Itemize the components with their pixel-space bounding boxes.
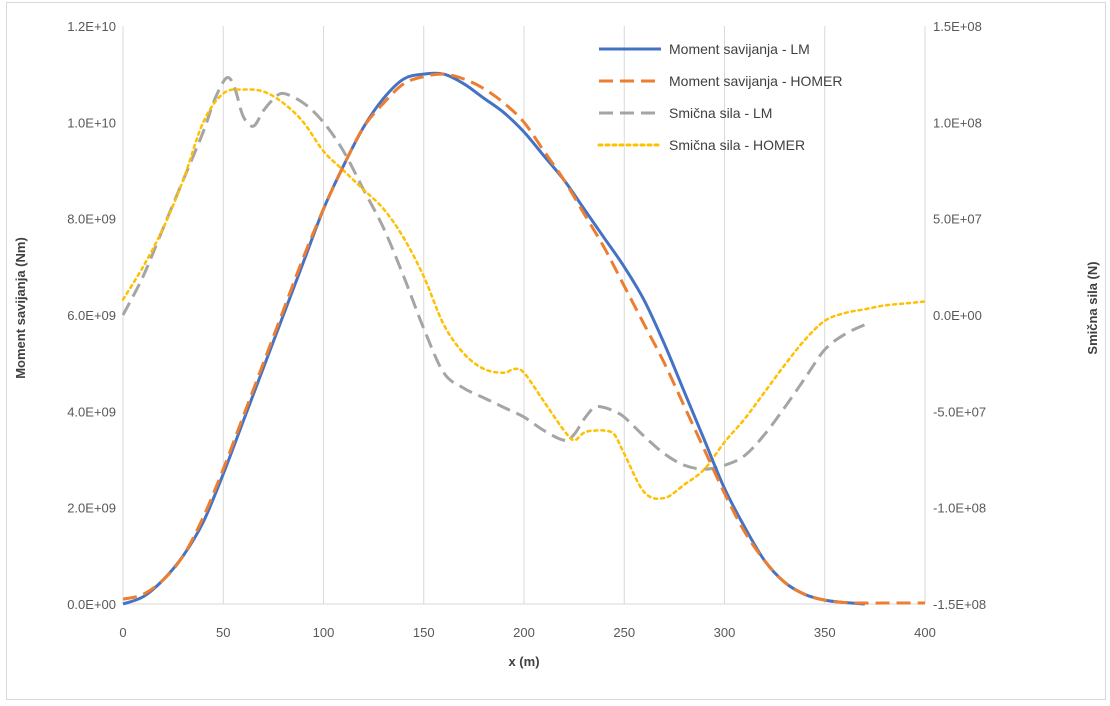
x-axis-title: x (m)	[508, 654, 539, 669]
y2-tick-label: 5.0E+07	[933, 212, 982, 227]
y2-tick-label: -1.5E+08	[933, 597, 986, 612]
x-tick-label: 250	[613, 625, 635, 640]
chart-svg: 0 50 100 150 200 250 300 350 400 0.0E+00 2.0E+09 4.…	[13, 19, 1100, 669]
y-tick-label: 4.0E+09	[67, 404, 116, 419]
y2-tick-label: -5.0E+07	[933, 404, 986, 419]
legend-label: Moment savijanja - LM	[669, 41, 810, 57]
y2-tick-label: -1.0E+08	[933, 501, 986, 516]
y-tick-label: 6.0E+09	[67, 308, 116, 323]
grid-layer	[122, 26, 926, 605]
tick-layer: 0 50 100 150 200 250 300 350 400 0.0E+00 2.0E+09 4.…	[67, 19, 986, 640]
legend: Moment savijanja - LM Moment savijanja - …	[597, 41, 843, 153]
y2-tick-label: 1.5E+08	[933, 19, 982, 34]
x-tick-label: 50	[216, 625, 230, 640]
legend-label: Moment savijanja - HOMER	[669, 73, 843, 89]
y-tick-label: 1.0E+10	[67, 115, 116, 130]
x-tick-label: 100	[313, 625, 335, 640]
series-layer	[121, 71, 927, 606]
x-tick-label: 200	[513, 625, 535, 640]
y-tick-label: 2.0E+09	[67, 501, 116, 516]
x-tick-label: 350	[814, 625, 836, 640]
y-axis-title: Moment savijanja (Nm)	[13, 237, 28, 379]
y2-axis-title: Smična sila (N)	[1085, 261, 1100, 354]
legend-label: Smična sila - LM	[669, 105, 772, 121]
chart-frame: 0 50 100 150 200 250 300 350 400 0.0E+00 2.0E+09 4.…	[6, 2, 1106, 700]
series-line-1	[122, 71, 865, 606]
series-line-4	[121, 88, 927, 500]
x-tick-label: 0	[119, 625, 126, 640]
y-tick-label: 1.2E+10	[67, 19, 116, 34]
y-tick-label: 8.0E+09	[67, 212, 116, 227]
x-tick-label: 300	[714, 625, 736, 640]
x-tick-label: 150	[413, 625, 435, 640]
y2-tick-label: 0.0E+00	[933, 308, 982, 323]
y2-tick-label: 1.0E+08	[933, 115, 982, 130]
series-line-2	[122, 72, 925, 605]
legend-label: Smična sila - HOMER	[669, 137, 805, 153]
y-tick-label: 0.0E+00	[67, 597, 116, 612]
x-tick-label: 400	[914, 625, 936, 640]
